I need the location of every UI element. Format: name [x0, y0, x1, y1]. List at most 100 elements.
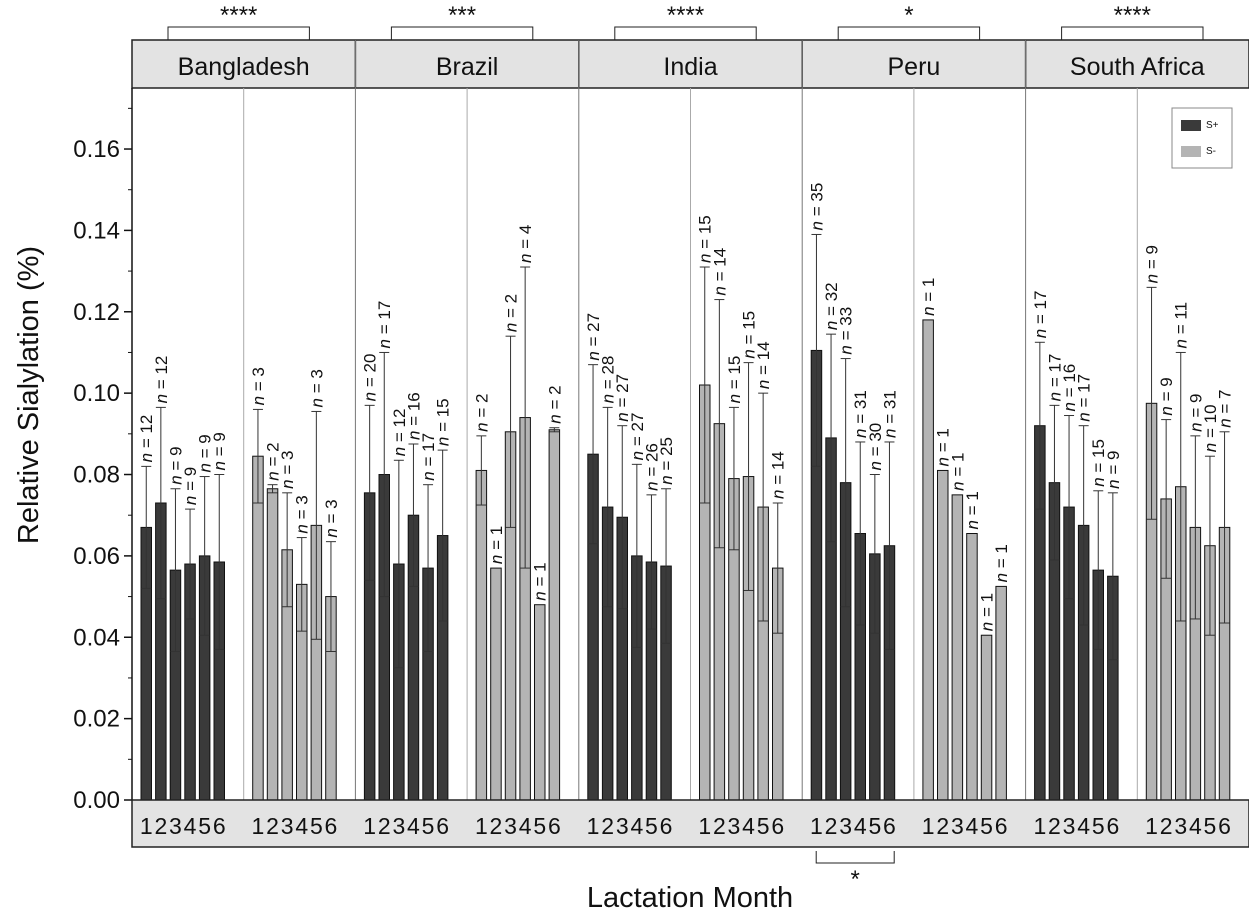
month-label: 2: [378, 813, 391, 839]
month-label: 6: [883, 813, 896, 839]
bar: [995, 585, 1007, 801]
n-symbol: n: [419, 471, 438, 480]
month-label: 5: [868, 813, 881, 839]
month-label: 6: [771, 813, 784, 839]
month-label: 5: [310, 813, 323, 839]
n-value: = 26: [642, 443, 661, 481]
n-value: = 15: [434, 398, 453, 436]
significance-bracket-peru: [837, 26, 981, 40]
n-symbol: n: [880, 428, 899, 437]
n-label: n = 15: [434, 398, 453, 446]
n-label: n = 12: [390, 409, 409, 457]
month-label: 6: [325, 813, 338, 839]
n-symbol: n: [404, 431, 423, 440]
n-label: n = 32: [822, 282, 841, 330]
n-value: = 1: [963, 491, 982, 520]
n-symbol: n: [390, 447, 409, 456]
month-label: 6: [213, 813, 226, 839]
month-label: 3: [839, 813, 852, 839]
n-value: = 9: [210, 432, 229, 461]
bar: [951, 494, 964, 801]
n-value: = 31: [851, 390, 870, 428]
significance-bracket-south-africa: [1061, 26, 1204, 40]
n-symbol: n: [502, 323, 521, 332]
n-label: n = 17: [1075, 374, 1094, 422]
y-tick-label: 0.06: [73, 543, 120, 570]
n-value: = 3: [307, 369, 326, 398]
n-symbol: n: [584, 351, 603, 360]
n-symbol: n: [531, 591, 550, 600]
month-label: 4: [295, 813, 308, 839]
n-label: n = 30: [866, 423, 885, 471]
n-label: n = 27: [613, 374, 632, 422]
n-symbol: n: [642, 481, 661, 490]
month-label: 3: [951, 813, 964, 839]
n-symbol: n: [822, 321, 841, 330]
x-axis-title: Lactation Month: [587, 882, 793, 914]
y-tick-label: 0.08: [73, 462, 120, 489]
n-value: = 9: [1143, 245, 1162, 274]
n-symbol: n: [1060, 402, 1079, 411]
n-symbol: n: [1143, 274, 1162, 283]
n-value: = 12: [152, 356, 171, 394]
n-symbol: n: [599, 394, 618, 403]
n-value: = 17: [419, 433, 438, 471]
n-label: n = 9: [1104, 451, 1123, 489]
y-axis-title: Relative Sialylation (%): [13, 246, 45, 544]
n-value: = 12: [137, 415, 156, 453]
n-symbol: n: [1186, 422, 1205, 431]
n-symbol: n: [1045, 392, 1064, 401]
n-value: = 15: [696, 215, 715, 253]
bottom-significance-label-peru: *: [851, 866, 860, 893]
n-label: n = 4: [516, 225, 535, 263]
n-label: n = 17: [1045, 354, 1064, 402]
n-symbol: n: [516, 254, 535, 263]
panel-label-south-africa: South Africa: [1070, 53, 1205, 81]
month-label: 2: [936, 813, 949, 839]
n-value: = 17: [1045, 354, 1064, 392]
n-value: = 9: [1104, 451, 1123, 480]
month-label: 1: [922, 813, 935, 839]
month-label: 1: [698, 813, 711, 839]
n-label: n = 26: [642, 443, 661, 491]
n-label: n = 2: [472, 394, 491, 432]
month-label: 6: [1106, 813, 1119, 839]
n-symbol: n: [1089, 477, 1108, 486]
n-value: = 17: [1075, 374, 1094, 412]
month-label: 4: [407, 813, 420, 839]
month-label: 3: [392, 813, 405, 839]
n-symbol: n: [361, 392, 380, 401]
month-label: 4: [854, 813, 867, 839]
n-label: n = 15: [740, 311, 759, 359]
month-label: 1: [252, 813, 265, 839]
panel-label-india: India: [663, 53, 717, 81]
n-value: = 16: [1060, 364, 1079, 402]
n-value: = 1: [992, 544, 1011, 573]
n-symbol: n: [837, 345, 856, 354]
n-symbol: n: [375, 339, 394, 348]
y-axis: 0.00 0.02 0.04 0.06 0.08 0.10 0.12 0.14 0.16: [73, 88, 133, 814]
n-value: = 1: [919, 278, 938, 307]
bar: [266, 488, 279, 801]
n-label: n = 3: [307, 369, 326, 407]
month-label: 6: [436, 813, 449, 839]
n-value: = 9: [166, 446, 185, 475]
month-label: 1: [140, 813, 153, 839]
n-symbol: n: [434, 437, 453, 446]
month-label: 2: [154, 813, 167, 839]
bar: [534, 604, 546, 801]
n-value: = 10: [1201, 404, 1220, 442]
n-value: = 7: [1216, 389, 1235, 418]
significance-bracket-bangladesh: [167, 26, 310, 40]
month-label: 3: [281, 813, 294, 839]
n-value: = 4: [516, 225, 535, 254]
significance-label-bangladesh: ****: [220, 2, 257, 29]
month-label: 5: [757, 813, 770, 839]
n-value: = 16: [404, 392, 423, 430]
n-symbol: n: [1201, 443, 1220, 452]
n-symbol: n: [657, 475, 676, 484]
n-label: n = 2: [264, 442, 283, 480]
n-label: n = 15: [725, 356, 744, 404]
month-label: 2: [713, 813, 726, 839]
